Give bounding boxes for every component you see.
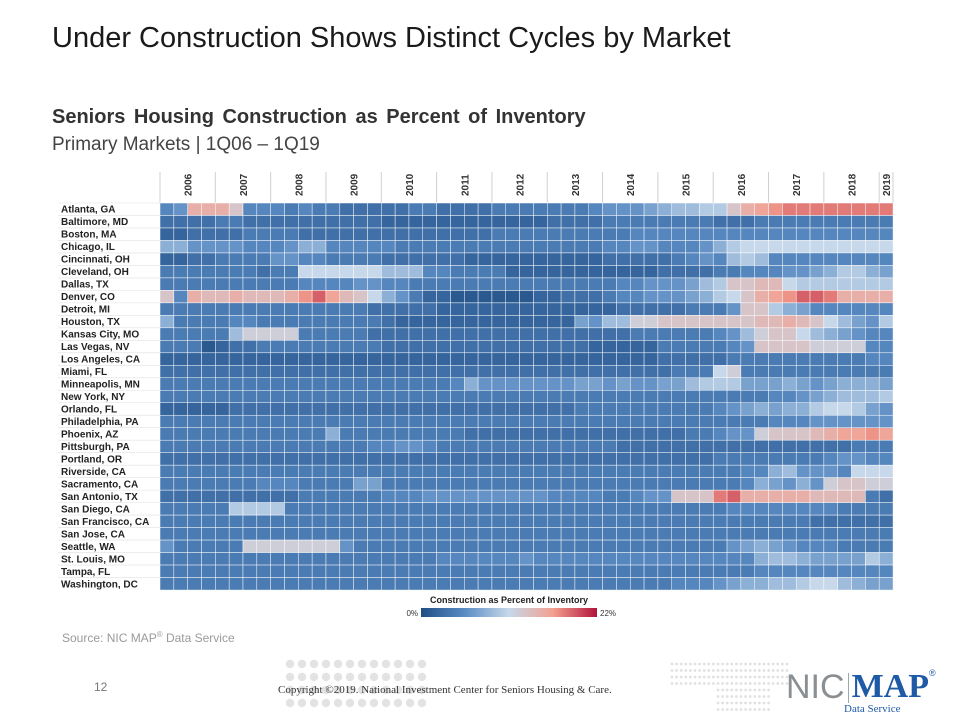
- year-label-2007: 2007: [239, 173, 250, 196]
- market-label: Las Vegas, NV: [61, 342, 130, 353]
- chart-subtitle-secondary: Primary Markets | 1Q06 – 1Q19: [52, 134, 320, 155]
- year-label-2013: 2013: [571, 173, 582, 196]
- page-number: 12: [94, 680, 108, 694]
- market-label: Cincinnati, OH: [61, 255, 130, 266]
- market-label: Atlanta, GA: [61, 205, 115, 216]
- legend-max-label: 22%: [600, 609, 616, 618]
- year-label-2018: 2018: [848, 173, 859, 196]
- market-label: Boston, MA: [61, 230, 117, 241]
- market-label: Portland, OR: [61, 454, 123, 465]
- year-label-2011: 2011: [460, 174, 471, 196]
- market-label: San Jose, CA: [61, 529, 125, 540]
- market-label: Cleveland, OH: [61, 267, 129, 278]
- market-label: Dallas, TX: [61, 280, 109, 291]
- market-label: Detroit, MI: [61, 305, 110, 316]
- market-label: Los Angeles, CA: [61, 355, 140, 366]
- heatmap-cell: [878, 577, 894, 591]
- market-label: Sacramento, CA: [61, 479, 138, 490]
- year-label-2014: 2014: [626, 173, 637, 196]
- chart-subtitle: Seniors Housing Construction as Percent …: [52, 106, 586, 128]
- nic-map-logo: NIC MAP® Data Service: [786, 668, 936, 715]
- market-label: Kansas City, MO: [61, 330, 139, 341]
- market-label: St. Louis, MO: [61, 554, 125, 565]
- heatmap-chart: 2006 2007 2008 2009 2010 2011 2012 2013 2014 2015…: [58, 172, 894, 618]
- slide-title: Under Construction Shows Distinct Cycles…: [52, 22, 731, 54]
- market-label-column: [58, 203, 160, 590]
- source-note: Source: NIC MAP® Data Service: [62, 630, 235, 645]
- market-label: Minneapolis, MN: [61, 380, 140, 391]
- year-label-2012: 2012: [516, 173, 527, 196]
- year-label-2006: 2006: [184, 173, 195, 196]
- year-label-2015: 2015: [682, 173, 693, 196]
- market-label: Miami, FL: [61, 367, 107, 378]
- year-label-2008: 2008: [294, 173, 305, 196]
- market-label: Philadelphia, PA: [61, 417, 139, 428]
- market-label: Houston, TX: [61, 317, 120, 328]
- market-label: San Diego, CA: [61, 504, 130, 515]
- market-label: Phoenix, AZ: [61, 429, 118, 440]
- year-label-2009: 2009: [350, 173, 361, 196]
- year-label-2019: 2019: [882, 173, 893, 196]
- legend-min-label: 0%: [406, 609, 418, 618]
- market-label: Washington, DC: [61, 579, 138, 590]
- year-label-2017: 2017: [792, 173, 803, 196]
- market-label: Chicago, IL: [61, 242, 115, 253]
- year-label-2016: 2016: [737, 173, 748, 196]
- market-label: Baltimore, MD: [61, 217, 128, 228]
- copyright-text: Copyright ©2019. National Investment Cen…: [278, 684, 612, 696]
- market-label: Pittsburgh, PA: [61, 442, 130, 453]
- year-label-2010: 2010: [405, 173, 416, 196]
- market-label: New York, NY: [61, 392, 125, 403]
- market-label: San Francisco, CA: [61, 517, 149, 528]
- market-label: Tampa, FL: [61, 567, 110, 578]
- market-label: Orlando, FL: [61, 404, 117, 415]
- market-label: San Antonio, TX: [61, 492, 138, 503]
- year-header: [160, 172, 893, 203]
- market-label: Riverside, CA: [61, 467, 126, 478]
- market-label: Denver, CO: [61, 292, 115, 303]
- legend-color-ramp: [421, 608, 597, 617]
- market-label: Seattle, WA: [61, 542, 115, 553]
- legend-title: Construction as Percent of Inventory: [430, 595, 588, 605]
